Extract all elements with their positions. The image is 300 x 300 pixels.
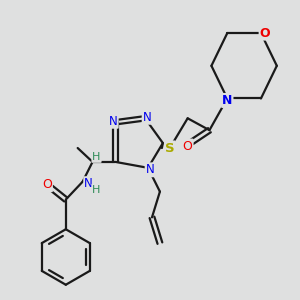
Text: N: N (84, 177, 93, 190)
Text: H: H (92, 184, 101, 195)
Text: O: O (183, 140, 193, 152)
Text: N: N (143, 111, 152, 124)
Text: N: N (146, 163, 154, 176)
Text: O: O (260, 27, 270, 40)
Text: O: O (42, 178, 52, 191)
Text: N: N (109, 115, 118, 128)
Text: H: H (92, 152, 101, 162)
Text: N: N (222, 94, 232, 107)
Text: S: S (165, 142, 175, 154)
